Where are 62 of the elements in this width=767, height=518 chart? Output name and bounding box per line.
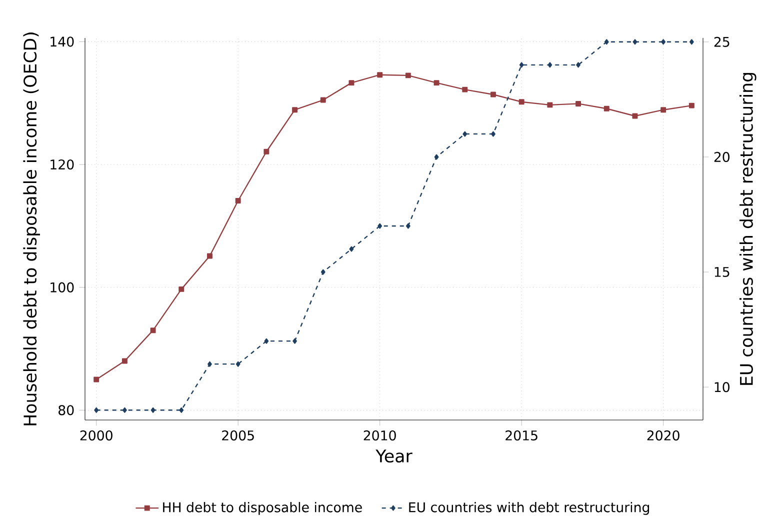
point xyxy=(519,62,524,68)
point xyxy=(349,246,354,252)
point xyxy=(576,100,582,106)
point xyxy=(320,97,326,103)
point xyxy=(604,106,610,112)
legend-label: EU countries with debt restructuring xyxy=(409,502,650,515)
point xyxy=(547,102,553,108)
x-axis-title: Year xyxy=(376,450,412,463)
point xyxy=(604,39,609,45)
x-tick-label: 2015 xyxy=(506,430,538,440)
y-tick-label: 80 xyxy=(58,405,74,416)
point xyxy=(632,39,638,45)
y2-axis-title: EU countries with debt restructuring xyxy=(740,73,756,385)
point xyxy=(660,107,666,113)
point xyxy=(235,198,241,204)
y-tick-label: 100 xyxy=(50,282,74,292)
point xyxy=(462,131,468,137)
point xyxy=(491,131,496,137)
point xyxy=(122,358,128,364)
y2-tick-label: 20 xyxy=(714,152,730,162)
y-tick-label: 140 xyxy=(50,36,74,47)
point xyxy=(348,80,354,86)
x-tick-label: 2005 xyxy=(222,430,254,440)
point xyxy=(688,102,694,108)
point xyxy=(576,62,580,68)
point xyxy=(661,39,666,45)
point xyxy=(689,39,694,45)
point xyxy=(264,148,270,154)
point xyxy=(320,269,326,275)
point xyxy=(94,407,99,413)
point xyxy=(292,107,298,113)
point xyxy=(150,328,156,334)
point xyxy=(378,223,382,229)
point xyxy=(434,80,440,86)
point xyxy=(518,99,524,105)
point xyxy=(178,286,184,292)
point xyxy=(292,338,297,344)
y-tick-label: 120 xyxy=(50,159,74,170)
point xyxy=(434,154,439,160)
y2-tick-label: 10 xyxy=(714,382,730,392)
point xyxy=(207,253,212,259)
point xyxy=(377,72,383,78)
point xyxy=(94,376,100,382)
point xyxy=(405,72,411,78)
x-tick-label: 2000 xyxy=(80,430,112,440)
y2-tick-label: 15 xyxy=(714,267,730,277)
x-tick-label: 2020 xyxy=(647,430,680,440)
y2-tick-label: 25 xyxy=(714,36,730,47)
point xyxy=(632,113,638,119)
point xyxy=(208,361,212,367)
x-tick-label: 2010 xyxy=(364,430,396,440)
point xyxy=(179,407,184,413)
point xyxy=(122,407,127,413)
point xyxy=(150,407,156,413)
point xyxy=(462,86,468,92)
point xyxy=(236,361,240,367)
legend-label: HH debt to disposable income xyxy=(163,502,362,515)
point xyxy=(406,223,410,229)
point xyxy=(264,338,269,344)
y-axis-title: Household debt to disposable income (OECD) xyxy=(23,32,40,426)
point xyxy=(548,62,552,68)
point xyxy=(490,92,496,98)
